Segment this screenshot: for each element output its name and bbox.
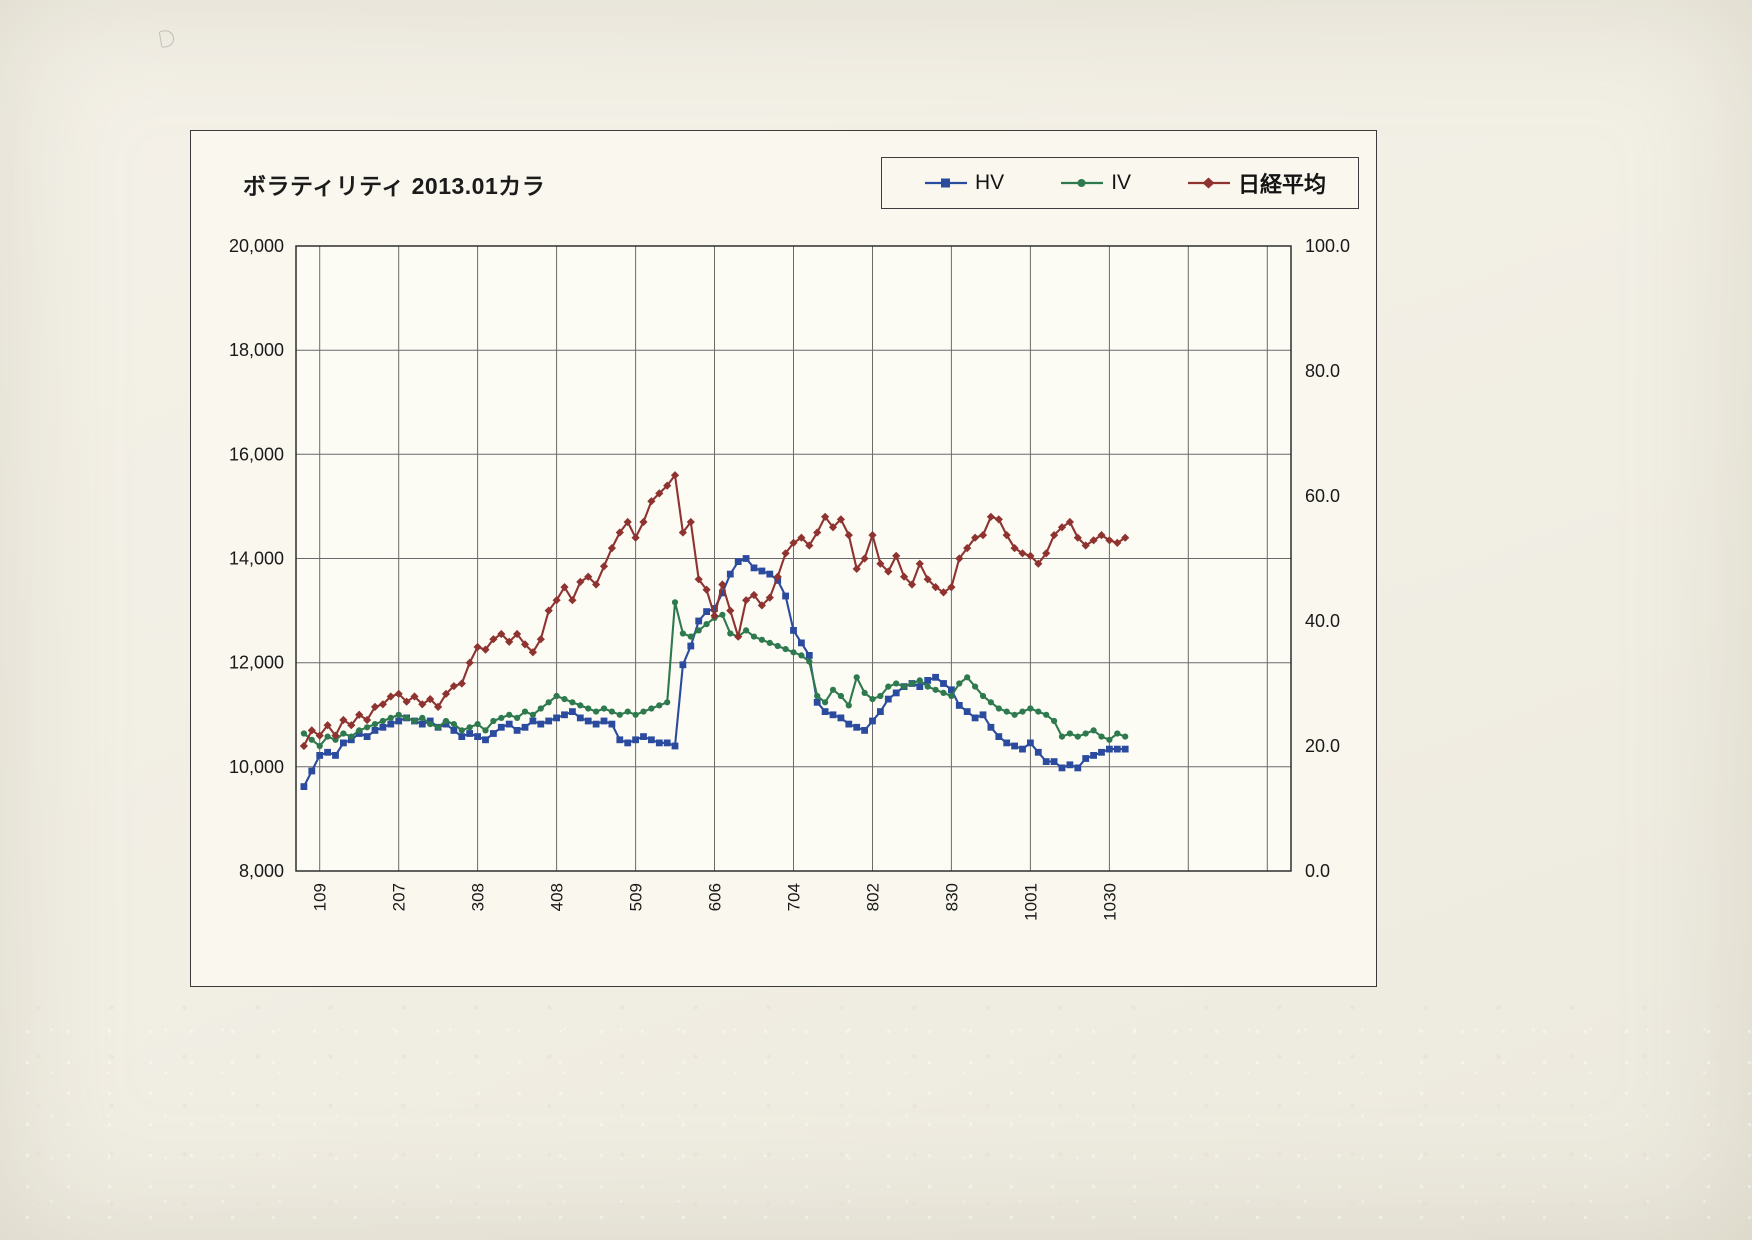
chart-frame: ボラティリティ 2013.01カラ HV IV 日経平均 8,000 10,000… (190, 130, 1377, 987)
svg-text:207: 207 (390, 883, 409, 911)
scan-noise (0, 1005, 1752, 1240)
iv-legend-marker (1061, 179, 1104, 187)
legend: HV IV 日経平均 (881, 157, 1359, 209)
nikkei-legend-marker (1188, 177, 1231, 189)
pen-mark (158, 28, 176, 49)
svg-text:1001: 1001 (1021, 883, 1040, 921)
chart-title: ボラティリティ 2013.01カラ (243, 173, 546, 199)
svg-text:830: 830 (942, 883, 961, 911)
plot-border (295, 245, 1292, 872)
series-iv (300, 599, 1129, 750)
svg-text:606: 606 (706, 883, 725, 911)
legend-label-hv: HV (975, 171, 1005, 194)
svg-text:60.0: 60.0 (1305, 486, 1340, 506)
legend-item-nikkei: 日経平均 (1187, 167, 1326, 199)
legend-item-iv: IV (1060, 171, 1131, 195)
svg-text:40.0: 40.0 (1305, 611, 1340, 631)
hv-legend-marker (925, 178, 967, 188)
legend-label-iv: IV (1111, 171, 1132, 194)
svg-text:509: 509 (627, 883, 646, 911)
svg-text:14,000: 14,000 (229, 549, 284, 569)
svg-text:0.0: 0.0 (1305, 861, 1330, 881)
svg-text:16,000: 16,000 (229, 444, 284, 464)
svg-text:408: 408 (548, 883, 567, 911)
svg-text:20,000: 20,000 (229, 236, 284, 256)
plot-svg: 8,000 10,000 12,000 14,000 16,000 18,000 20,00… (229, 236, 1350, 921)
right-axis-labels: 0.0 20.0 40.0 60.0 80.0 100.0 (1305, 236, 1350, 881)
svg-text:10,000: 10,000 (229, 757, 284, 777)
svg-text:12,000: 12,000 (229, 653, 284, 673)
legend-label-nikkei: 日経平均 (1238, 172, 1327, 197)
svg-text:20.0: 20.0 (1305, 736, 1340, 756)
svg-text:100.0: 100.0 (1305, 236, 1350, 256)
legend-item-hv: HV (924, 171, 1004, 195)
svg-text:802: 802 (864, 883, 883, 911)
svg-text:308: 308 (469, 883, 488, 911)
svg-text:80.0: 80.0 (1305, 361, 1340, 381)
svg-text:18,000: 18,000 (229, 340, 284, 360)
svg-text:704: 704 (785, 883, 804, 911)
svg-text:109: 109 (311, 883, 330, 911)
x-axis-labels: 109 207 308 408 509 606 704 802 830 1001 1030 (311, 883, 1120, 921)
svg-text:1030: 1030 (1100, 883, 1119, 921)
left-axis-labels: 8,000 10,000 12,000 14,000 16,000 18,000 20,00… (229, 236, 284, 881)
svg-text:8,000: 8,000 (239, 861, 284, 881)
